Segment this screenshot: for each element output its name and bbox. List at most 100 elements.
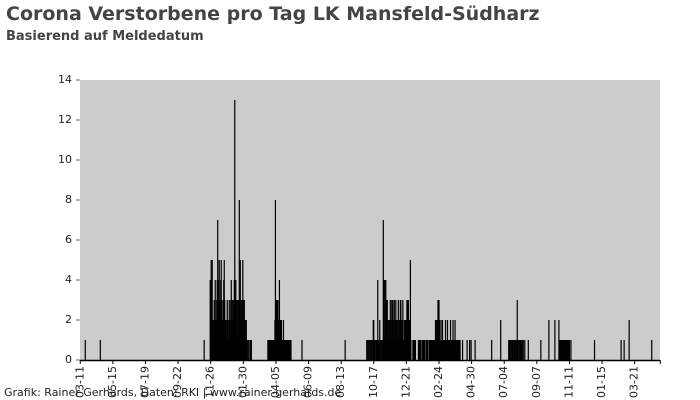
bar xyxy=(203,340,205,360)
marks xyxy=(84,100,653,360)
bar xyxy=(433,340,435,360)
bar xyxy=(417,340,420,360)
x-tick-label: 07-19 xyxy=(138,366,151,398)
bar xyxy=(267,340,269,360)
x-tick-label: 04-05 xyxy=(269,366,282,398)
bar xyxy=(99,340,101,360)
bar xyxy=(491,340,493,360)
bar xyxy=(271,340,274,360)
bar xyxy=(554,320,556,360)
bar xyxy=(453,340,455,360)
bar xyxy=(474,340,476,360)
chart-title: Corona Verstorbene pro Tag LK Mansfeld-S… xyxy=(6,3,540,25)
y-tick-label: 0 xyxy=(65,353,72,366)
bar xyxy=(392,300,394,360)
bar xyxy=(563,340,566,360)
bar xyxy=(443,340,446,360)
bar xyxy=(510,340,512,360)
bar xyxy=(564,340,567,360)
bar xyxy=(447,340,449,360)
bar xyxy=(521,340,523,360)
x-tick-label: 11-11 xyxy=(562,366,575,398)
bar xyxy=(430,340,432,360)
footer: Grafik: Rainer Gerhards, Daten: RKI | ww… xyxy=(4,386,342,399)
bar xyxy=(514,340,516,360)
bar xyxy=(273,340,275,360)
bar xyxy=(565,340,568,360)
bar xyxy=(461,340,464,360)
bar xyxy=(236,300,238,360)
bar xyxy=(522,340,524,360)
plot-area xyxy=(80,80,660,360)
bar xyxy=(406,300,408,360)
bar xyxy=(410,340,412,360)
bar xyxy=(428,340,431,360)
x-tick-label: 09-07 xyxy=(530,366,543,398)
bar xyxy=(527,340,529,360)
bar xyxy=(249,340,251,360)
bar xyxy=(500,320,502,360)
x-tick-label: 02-24 xyxy=(432,366,445,398)
x-tick-label: 08-13 xyxy=(334,366,347,398)
bar xyxy=(281,340,284,360)
y-tick-label: 2 xyxy=(65,313,72,326)
bar xyxy=(402,300,404,360)
bar xyxy=(427,340,429,360)
bar xyxy=(548,320,550,360)
x-tick-label: 03-11 xyxy=(73,366,86,398)
bar xyxy=(379,340,381,360)
bar xyxy=(397,300,399,360)
x-tick-label: 01-30 xyxy=(236,366,249,398)
bar xyxy=(286,340,288,360)
bar xyxy=(424,340,426,360)
bar xyxy=(518,340,520,360)
bar xyxy=(421,340,424,360)
bar xyxy=(593,340,596,360)
bar xyxy=(561,340,564,360)
x-tick-label: 01-15 xyxy=(595,366,608,398)
bar xyxy=(409,260,411,360)
x-tick-label: 12-21 xyxy=(399,366,412,398)
bar xyxy=(84,340,86,360)
bar xyxy=(246,340,248,360)
bar xyxy=(562,340,565,360)
bar xyxy=(459,340,461,360)
bar xyxy=(238,200,240,360)
bar xyxy=(559,340,562,360)
y-tick-label: 14 xyxy=(58,73,72,86)
bar xyxy=(568,340,571,360)
bar xyxy=(468,340,471,360)
bar xyxy=(290,340,292,360)
bar xyxy=(558,340,561,360)
bar xyxy=(456,340,458,360)
bar xyxy=(234,100,236,360)
x-tick-label: 10-17 xyxy=(367,366,380,398)
bar xyxy=(393,300,395,360)
x-tick-label: 03-21 xyxy=(628,366,641,398)
bar xyxy=(407,300,409,360)
x-tick-label: 04-30 xyxy=(465,366,478,398)
bar xyxy=(419,340,421,360)
x-tick-label: 06-09 xyxy=(302,366,315,398)
bar xyxy=(442,340,444,360)
bar xyxy=(269,340,271,360)
bar xyxy=(274,200,277,360)
bar xyxy=(512,340,514,360)
bar xyxy=(374,340,376,360)
bar xyxy=(381,340,383,360)
y-tick-label: 10 xyxy=(58,153,72,166)
x-tick-label: 07-04 xyxy=(497,366,510,398)
bar xyxy=(516,300,518,360)
bar xyxy=(524,340,526,360)
bar xyxy=(566,340,569,360)
bar xyxy=(247,340,249,360)
bar xyxy=(369,340,371,360)
bar xyxy=(414,340,417,360)
bar xyxy=(560,340,563,360)
bar xyxy=(285,340,287,360)
bar xyxy=(413,340,416,360)
bar xyxy=(270,340,272,360)
bar xyxy=(623,340,625,360)
bar xyxy=(386,300,388,360)
